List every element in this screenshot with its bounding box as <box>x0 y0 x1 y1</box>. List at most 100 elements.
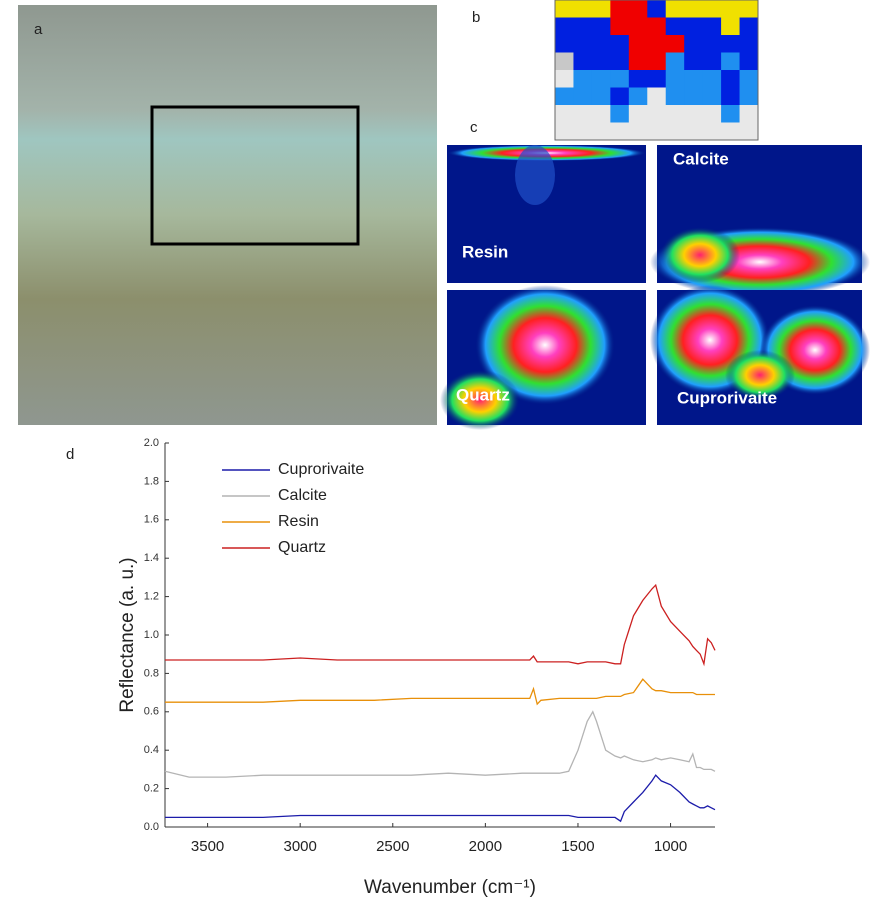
map-cell <box>555 87 574 106</box>
map-cell <box>591 0 611 18</box>
map-cell <box>628 52 648 71</box>
panel-label: b <box>472 9 480 26</box>
map-cell <box>591 87 611 106</box>
map-cell <box>721 105 741 123</box>
map-cell <box>573 87 593 106</box>
map-cell <box>610 87 630 106</box>
heatmap <box>650 285 870 425</box>
map-cell <box>665 17 685 36</box>
micrograph <box>18 5 437 425</box>
map-cell <box>591 35 611 53</box>
map-cell <box>684 105 704 123</box>
map-cell <box>702 52 722 71</box>
map-label: Calcite <box>673 149 729 168</box>
map-cell <box>591 70 611 88</box>
series-line <box>165 583 716 667</box>
x-tick-label: 1500 <box>561 838 594 855</box>
y-tick-label: 0.4 <box>144 744 159 756</box>
series-line <box>165 774 716 823</box>
heatmap <box>650 145 870 297</box>
map-cell <box>647 35 667 53</box>
map-cell <box>628 122 648 141</box>
map-cell <box>702 17 722 36</box>
map-cell <box>555 17 574 36</box>
map-cell <box>610 122 630 141</box>
map-label: Cuprorivaite <box>677 388 777 407</box>
region-box <box>150 105 360 246</box>
y-tick-label: 1.0 <box>144 629 159 641</box>
map-cell <box>647 105 667 123</box>
map-cell <box>684 52 704 71</box>
map-cell <box>739 52 759 71</box>
map-cell <box>739 87 759 106</box>
heatmap <box>440 285 646 430</box>
map-cell <box>555 35 574 53</box>
map-cell <box>702 105 722 123</box>
y-tick-label: 0.6 <box>144 706 159 718</box>
y-tick-label: 1.4 <box>144 552 159 564</box>
x-axis-label: Wavenumber (cm⁻¹) <box>364 877 536 898</box>
legend-label: Resin <box>278 513 319 530</box>
map-cell <box>721 70 741 88</box>
map-cell <box>591 17 611 36</box>
map-cell <box>647 0 667 18</box>
series-line <box>164 710 716 778</box>
map-cell <box>610 0 630 18</box>
map-cell <box>647 70 667 88</box>
map-cell <box>647 87 667 106</box>
map-cell <box>721 122 741 141</box>
map-cell <box>573 0 593 18</box>
y-tick-label: 0.8 <box>144 667 159 679</box>
map-cell <box>665 87 685 106</box>
map-cell <box>684 87 704 106</box>
y-axis-label: Reflectance (a. u.) <box>117 557 138 712</box>
map-cell <box>555 52 574 71</box>
map-cell <box>721 52 741 71</box>
map-cell <box>591 105 611 123</box>
map-cell <box>610 17 630 36</box>
map-cell <box>591 52 611 71</box>
y-tick-label: 1.6 <box>144 514 159 526</box>
panel-label: d <box>66 446 74 463</box>
map-label: Quartz <box>456 385 510 404</box>
map-cell <box>665 105 685 123</box>
map-cell <box>721 35 741 53</box>
map-cell <box>555 70 574 88</box>
class-map <box>554 0 759 141</box>
map-cell <box>665 122 685 141</box>
x-tick-label: 2000 <box>469 838 502 855</box>
map-cell <box>684 35 704 53</box>
map-cell <box>647 122 667 141</box>
map-cell <box>610 70 630 88</box>
map-cell <box>591 122 611 141</box>
map-cell <box>628 87 648 106</box>
map-cell <box>573 122 593 141</box>
map-cell <box>555 105 574 123</box>
map-cell <box>665 35 685 53</box>
map-cell <box>702 70 722 88</box>
map-cell <box>628 0 648 18</box>
map-cell <box>702 35 722 53</box>
map-cell <box>721 87 741 106</box>
map-cell <box>573 52 593 71</box>
map-cell <box>573 70 593 88</box>
y-tick-label: 0.2 <box>144 783 159 795</box>
map-cell <box>628 70 648 88</box>
panel-label: a <box>34 21 43 38</box>
map-cell <box>702 0 722 18</box>
map-cell <box>665 70 685 88</box>
x-tick-label: 3500 <box>191 838 224 855</box>
map-cell <box>684 17 704 36</box>
y-tick-label: 0.0 <box>144 821 159 833</box>
map-cell <box>721 17 741 36</box>
panel-label: c <box>470 119 478 136</box>
heatmap <box>447 145 646 283</box>
map-label: Resin <box>462 242 508 261</box>
map-cell <box>739 35 759 53</box>
y-tick-label: 1.2 <box>144 591 159 603</box>
map-cell <box>573 17 593 36</box>
map-cell <box>739 105 759 123</box>
map-cell <box>702 87 722 106</box>
map-cell <box>628 35 648 53</box>
